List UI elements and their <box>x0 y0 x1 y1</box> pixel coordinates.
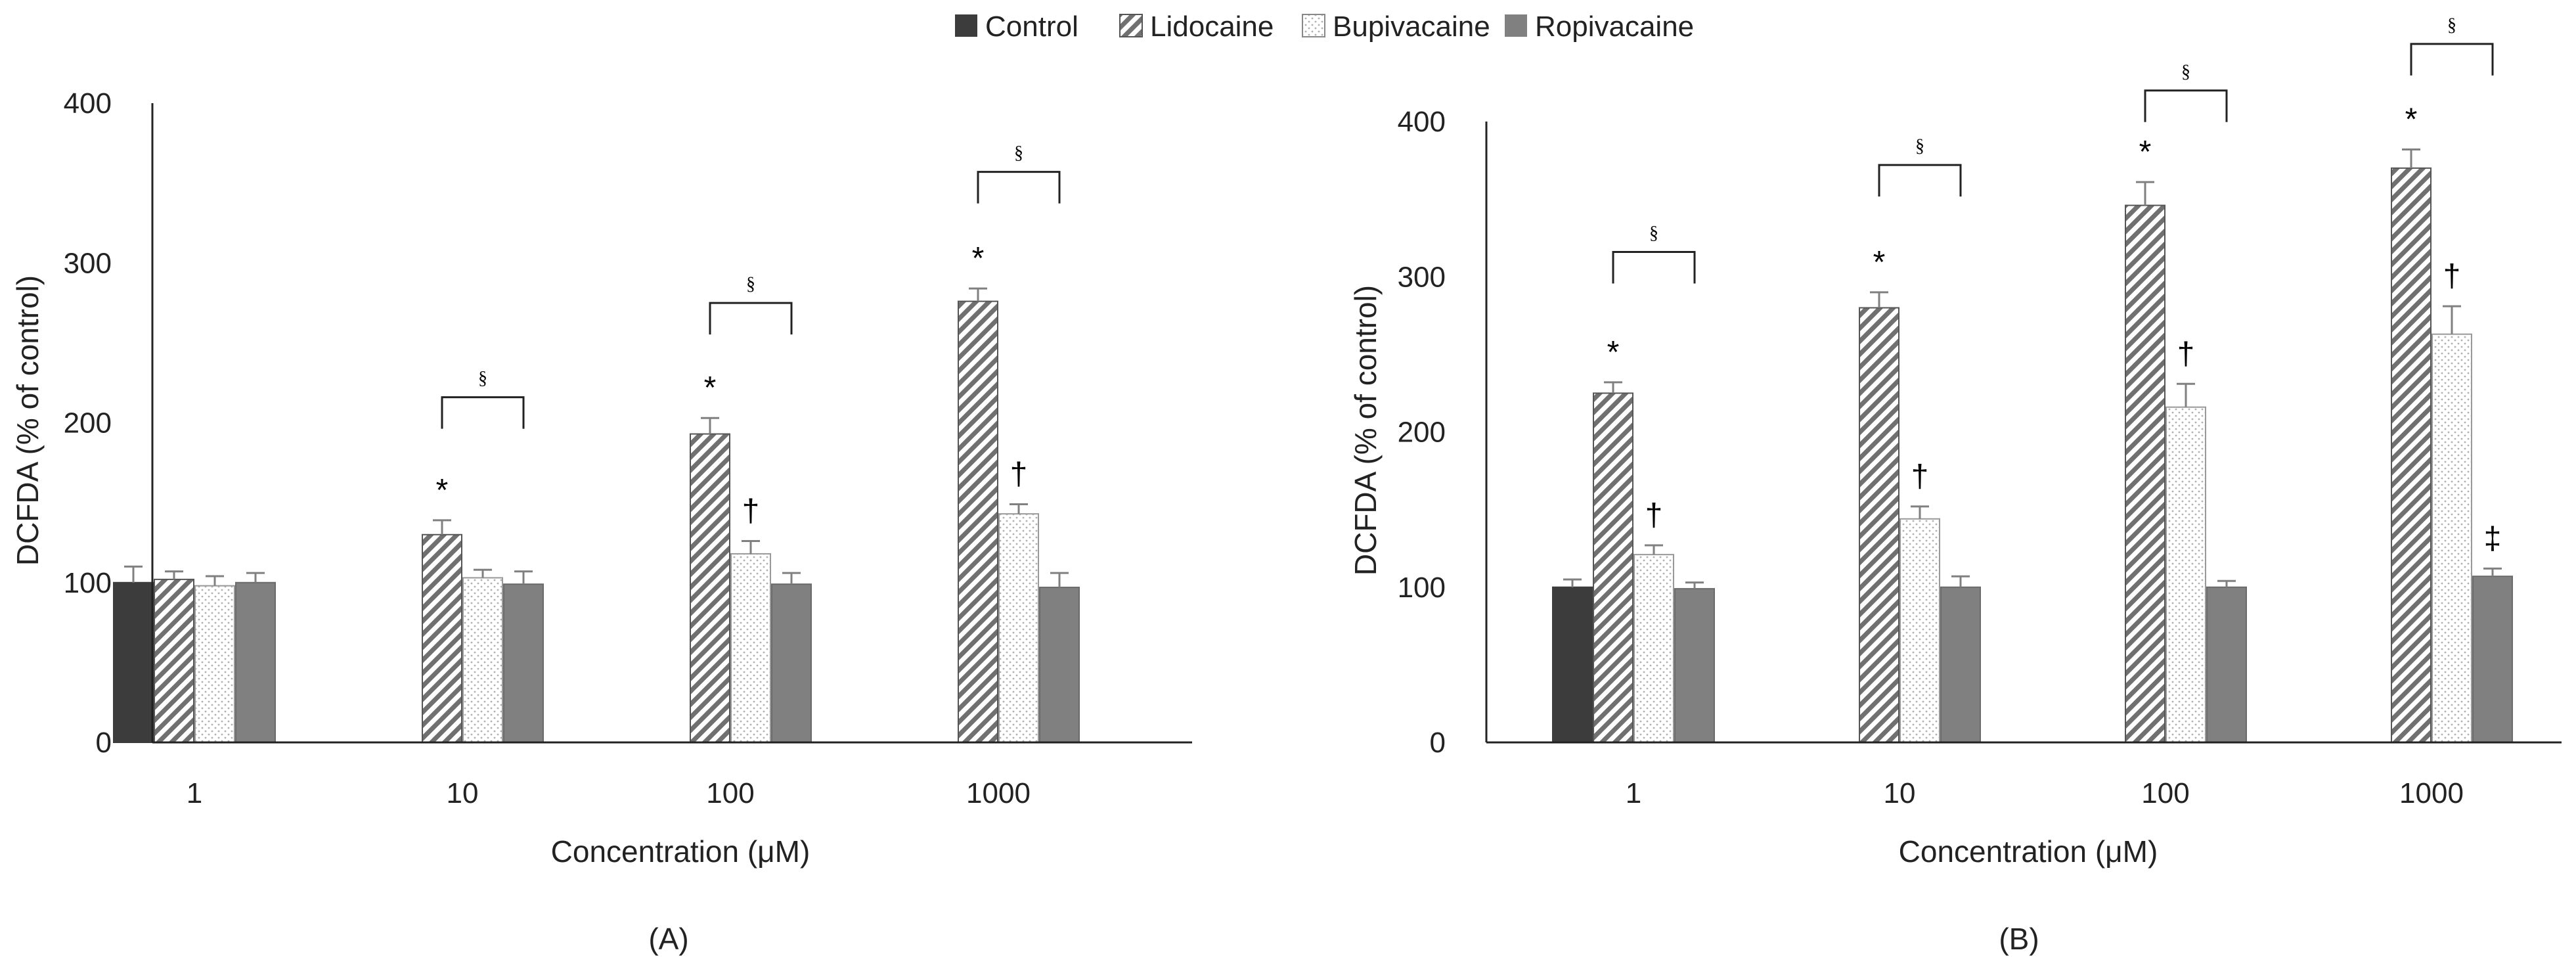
panel-b-x-tick-label: 10 <box>1884 777 1916 809</box>
panel-a-bar-ropivacaine <box>503 583 544 743</box>
legend-label-control: Control <box>985 11 1078 43</box>
panel-a-comparison-bracket <box>709 302 793 335</box>
legend-swatch-ropivacaine <box>1505 14 1527 37</box>
panel-a-significance-mark: * <box>972 241 985 276</box>
panel-a-y-tick-label: 200 <box>64 407 112 440</box>
chart-panel-b: 0 100 200 300 400 1 10 100 1000 * † * † * † * † ‡ § § § § DCF… <box>1348 15 2562 956</box>
panel-b-bar-ropivacaine <box>2206 586 2247 743</box>
legend-item-ropivacaine: Ropivacaine <box>1505 11 1694 43</box>
panel-b-y-tick-label: 0 <box>1430 727 1446 759</box>
panel-a-x-axis-title: Concentration (μM) <box>551 834 811 869</box>
panel-b-significance-mark: * <box>1607 335 1620 370</box>
panel-b-significance-mark: † <box>2443 259 2461 294</box>
panel-b-comparison-bracket <box>2410 43 2494 76</box>
panel-b-bar-lidocaine <box>2125 204 2165 743</box>
panel-a-bar-ropivacaine <box>235 581 276 743</box>
panel-a-y-tick-label: 0 <box>96 727 112 759</box>
legend-swatch-lidocaine <box>1119 14 1143 37</box>
panel-b-y-tick-label: 400 <box>1398 106 1446 138</box>
panel-b-significance-mark: ‡ <box>2484 521 2502 556</box>
panel-a-bar-bupivacaine <box>730 553 771 744</box>
panel-b-comparison-bracket <box>1612 250 1696 284</box>
panel-a-y-axis-title: DCFDA (% of control) <box>11 275 45 566</box>
legend-item-control: Control <box>955 11 1078 43</box>
panel-a-y-tick-label: 400 <box>64 87 112 120</box>
legend-item-lidocaine: Lidocaine <box>1119 11 1274 43</box>
panel-a-significance-mark: * <box>436 473 449 508</box>
legend: Control Lidocaine Bupivacaine Ropivacain… <box>955 11 1694 43</box>
panel-b-y-tick-label: 200 <box>1398 417 1446 449</box>
panel-b-bracket-label: § <box>1915 136 1924 156</box>
panel-b-bar-lidocaine <box>1593 392 1633 743</box>
panel-a-y-tick-label: 100 <box>64 567 112 599</box>
panel-b-bar-ropivacaine <box>1940 586 1981 743</box>
legend-label-bupivacaine: Bupivacaine <box>1333 11 1490 43</box>
panel-a-marks: 0 100 200 300 400 1 10 100 1000 * * † * † § § § <box>64 87 1192 809</box>
panel-b-bar-ropivacaine <box>2472 576 2513 744</box>
panel-a-significance-mark: † <box>1010 457 1028 492</box>
legend-swatch-control <box>955 14 977 37</box>
legend-item-bupivacaine: Bupivacaine <box>1302 11 1490 43</box>
legend-swatch-bupivacaine <box>1302 14 1325 37</box>
panel-b-bracket-label: § <box>2447 15 2456 35</box>
panel-a-bar-bupivacaine <box>998 513 1039 744</box>
panel-b-label: (B) <box>1999 922 2039 956</box>
panel-a-bar-bupivacaine <box>194 585 235 743</box>
panel-b-bars <box>1552 167 2513 744</box>
panel-b-y-axis-title: DCFDA (% of control) <box>1348 285 1383 576</box>
panel-b-bar-lidocaine <box>2391 167 2432 743</box>
panel-b-bar-bupivacaine <box>1633 554 1674 743</box>
panel-a-bracket-label: § <box>478 369 487 389</box>
panel-a-bars <box>113 300 1080 744</box>
legend-label-lidocaine: Lidocaine <box>1150 11 1274 43</box>
panel-a-bar-lidocaine <box>958 300 998 743</box>
panel-a-bracket-label: § <box>746 274 755 294</box>
panel-b-y-tick-label: 300 <box>1398 261 1446 293</box>
panel-a-comparison-bracket <box>977 171 1061 204</box>
panel-a-x-tick-label: 10 <box>447 777 479 809</box>
panel-b-comparison-bracket <box>1878 164 1962 197</box>
panel-b-x-axis-title: Concentration (μM) <box>1899 834 2158 869</box>
panel-b-bar-ropivacaine <box>1674 588 1715 743</box>
panel-a-bar-ropivacaine <box>1039 587 1080 743</box>
panel-b-bar-bupivacaine <box>2432 333 2472 744</box>
panel-b-y-tick-label: 100 <box>1398 572 1446 604</box>
panel-b-significance-mark: * <box>2405 102 2418 137</box>
panel-a-label: (A) <box>648 922 688 956</box>
panel-a-significance-mark: * <box>704 371 717 405</box>
panel-a-bar-ropivacaine <box>771 583 812 743</box>
panel-b-comparison-bracket <box>2144 89 2228 122</box>
panel-a-x-tick-label: 100 <box>706 777 754 809</box>
panel-b-bar-bupivacaine <box>1899 518 1940 743</box>
panel-b-significance-mark: † <box>1645 498 1663 533</box>
panel-a-bracket-label: § <box>1014 143 1023 164</box>
panel-b-bar-control <box>1552 586 1593 743</box>
panel-b-significance-mark: † <box>2177 336 2195 371</box>
panel-a-x-tick-label: 1000 <box>966 777 1031 809</box>
panel-a-bar-lidocaine <box>690 433 730 744</box>
panel-b-bracket-label: § <box>2181 62 2190 82</box>
panel-a-bar-lidocaine <box>154 578 194 744</box>
panel-a-comparison-bracket <box>441 396 525 429</box>
panel-a-bar-control <box>113 581 154 743</box>
panel-a-x-tick-label: 1 <box>187 777 202 809</box>
chart-panel-a: 0 100 200 300 400 1 10 100 1000 * * † * † § § § DCFDA (%… <box>11 87 1192 956</box>
legend-label-ropivacaine: Ropivacaine <box>1535 11 1694 43</box>
panel-a-bar-lidocaine <box>422 533 462 744</box>
panel-a-bar-bupivacaine <box>462 577 503 744</box>
panel-b-x-tick-label: 1 <box>1626 777 1641 809</box>
panel-b-significance-mark: * <box>1873 245 1886 280</box>
panel-b-bar-lidocaine <box>1859 307 1899 743</box>
panel-b-significance-mark: * <box>2139 135 2152 170</box>
panel-b-bracket-label: § <box>1649 223 1658 243</box>
panel-a-y-tick-label: 300 <box>64 247 112 279</box>
panel-b-x-tick-label: 1000 <box>2399 777 2464 809</box>
panel-b-marks: 0 100 200 300 400 1 10 100 1000 * † * † * † * † ‡ § § § § <box>1398 15 2562 809</box>
panel-b-bar-bupivacaine <box>2165 406 2206 743</box>
panel-a-significance-mark: † <box>742 494 760 529</box>
panel-b-x-tick-label: 100 <box>2141 777 2189 809</box>
panel-b-significance-mark: † <box>1911 459 1929 494</box>
